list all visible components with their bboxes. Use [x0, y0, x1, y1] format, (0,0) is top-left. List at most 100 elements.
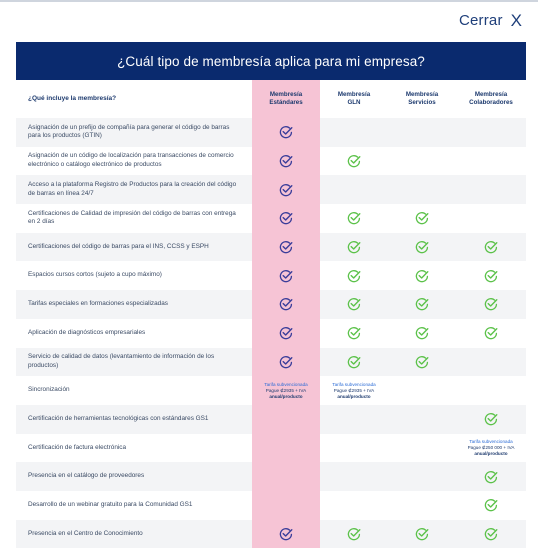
check-circle-icon — [484, 412, 498, 426]
table-row: Presencia en el Centro de Conocimiento — [16, 519, 526, 549]
cell-gln — [320, 434, 388, 463]
cell-estandares — [252, 519, 320, 549]
cell-gln: Tarifa subvencionada Pague ₡2935 + IVA anu… — [320, 376, 388, 405]
cell-colaboradores — [456, 519, 526, 549]
price-note: Tarifa subvencionada Pague ₡2935 + IVA anu… — [320, 382, 388, 400]
cell-gln — [320, 462, 388, 491]
table-row: Servicio de calidad de datos (levantamie… — [16, 347, 526, 377]
column-header-estandares: Membresía Estándares — [252, 80, 320, 118]
cell-estandares — [252, 232, 320, 262]
cell-colaboradores — [456, 462, 526, 491]
table-row: Acceso a la plataforma Registro de Produ… — [16, 175, 526, 205]
check-circle-icon — [484, 240, 498, 254]
check-circle-icon — [279, 240, 293, 254]
column-header-gln: Membresía GLN — [320, 80, 388, 118]
top-divider — [0, 0, 538, 2]
column-header-line: Membresía — [269, 91, 303, 99]
cell-servicios — [388, 175, 456, 205]
cell-gln — [320, 147, 388, 176]
check-circle-icon — [415, 326, 429, 340]
check-circle-icon — [415, 355, 429, 369]
cell-estandares: Tarifa subvencionada Pague ₡2935 + IVA anu… — [252, 376, 320, 405]
cell-colaboradores — [456, 404, 526, 434]
check-circle-icon — [347, 154, 361, 168]
cell-estandares — [252, 433, 320, 463]
column-header-line: Membresía — [337, 91, 371, 99]
check-circle-icon — [415, 269, 429, 283]
cell-servicios — [388, 434, 456, 463]
question-header: ¿Qué incluye la membresía? — [28, 94, 117, 102]
cell-gln — [320, 319, 388, 348]
cell-gln — [320, 118, 388, 147]
table-row: Asignación de un prefijo de compañía par… — [16, 118, 526, 147]
bottom-edge — [0, 553, 538, 559]
cell-estandares — [252, 261, 320, 291]
check-circle-icon — [347, 527, 361, 541]
price-note: Tarifa subvencionada Pague ₡250 000 + IVA… — [456, 439, 526, 457]
check-circle-icon — [279, 125, 293, 139]
cell-colaboradores — [456, 175, 526, 205]
cell-estandares — [252, 118, 320, 147]
cell-estandares — [252, 462, 320, 491]
check-circle-icon — [484, 326, 498, 340]
table-row: Desarrollo de un webinar gratuito para l… — [16, 490, 526, 520]
modal-header: ¿Cuál tipo de membresía aplica para mi e… — [16, 42, 526, 80]
cell-gln — [320, 491, 388, 520]
check-circle-icon — [484, 527, 498, 541]
cell-estandares — [252, 290, 320, 319]
check-circle-icon — [347, 269, 361, 283]
cell-gln — [320, 290, 388, 319]
table-header-row: ¿Qué incluye la membresía? Membresía Est… — [16, 80, 526, 118]
check-circle-icon — [484, 470, 498, 484]
cell-colaboradores — [456, 118, 526, 147]
modal-title: ¿Cuál tipo de membresía aplica para mi e… — [117, 53, 425, 69]
column-header-colaboradores: Membresía Colaboradores — [456, 80, 526, 118]
check-circle-icon — [279, 154, 293, 168]
cell-estandares — [252, 318, 320, 348]
cell-colaboradores — [456, 376, 526, 405]
check-circle-icon — [279, 297, 293, 311]
price-note-unit: anual/producto — [474, 450, 508, 456]
feature-label: Presencia en el catálogo de proveedores — [16, 462, 252, 491]
cell-colaboradores — [456, 290, 526, 319]
cell-estandares — [252, 175, 320, 205]
price-note-line: Tarifa subvencionada — [264, 381, 308, 387]
price-note-unit: anual/producto — [269, 393, 303, 399]
feature-label: Asignación de un prefijo de compañía par… — [16, 118, 252, 147]
cell-servicios — [388, 462, 456, 491]
cell-servicios — [388, 404, 456, 434]
cell-gln — [320, 261, 388, 290]
cell-servicios — [388, 147, 456, 176]
cell-colaboradores — [456, 232, 526, 262]
check-circle-icon — [279, 527, 293, 541]
price-note-line: Tarifa subvencionada — [469, 438, 513, 444]
close-button[interactable]: Cerrar X — [459, 12, 522, 29]
feature-label: Certificaciones de Calidad de impresión … — [28, 209, 236, 226]
check-circle-icon — [279, 269, 293, 283]
check-circle-icon — [279, 211, 293, 225]
price-note: Tarifa subvencionada Pague ₡2935 + IVA anu… — [252, 382, 320, 400]
cell-colaboradores — [456, 261, 526, 290]
check-circle-icon — [279, 355, 293, 369]
close-icon[interactable]: X — [510, 11, 522, 30]
table-row: Presencia en el catálogo de proveedores — [16, 462, 526, 491]
feature-label: Sincronización — [28, 386, 70, 394]
cell-estandares — [252, 146, 320, 176]
cell-servicios — [388, 347, 456, 377]
table-row: Aplicación de diagnósticos empresariales — [16, 318, 526, 348]
cell-estandares — [252, 347, 320, 377]
cell-servicios — [388, 376, 456, 405]
check-circle-icon — [347, 211, 361, 225]
column-header-line: Servicios — [408, 99, 436, 106]
table-row: Sincronización Tarifa subvencionada Pague … — [16, 376, 526, 405]
price-note-line: anual/producto — [320, 394, 388, 400]
table-row: Asignación de un código de localización … — [16, 146, 526, 176]
check-circle-icon — [415, 527, 429, 541]
cell-colaboradores — [456, 319, 526, 348]
feature-label: Asignación de un código de localización … — [28, 152, 234, 169]
cell-servicios — [388, 319, 456, 348]
feature-label: Espacios cursos cortos (sujeto a cupo má… — [28, 271, 162, 279]
table-body: Asignación de un prefijo de compañía par… — [16, 118, 526, 549]
price-note-line: anual/producto — [456, 451, 526, 457]
feature-label: Servicio de calidad de datos (levantamie… — [16, 347, 252, 377]
